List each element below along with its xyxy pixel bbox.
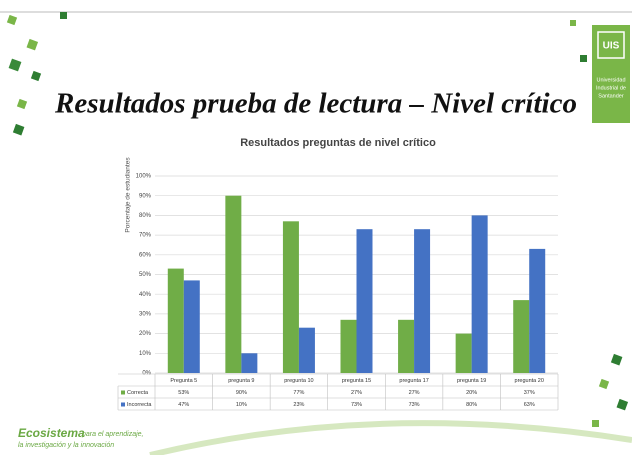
x-tick-label: pregunta 10 xyxy=(284,378,313,384)
footer-swoosh xyxy=(150,423,632,455)
table-value: 47% xyxy=(178,402,189,408)
table-value: 23% xyxy=(293,402,304,408)
y-tick-label: 90% xyxy=(139,193,152,199)
table-value: 27% xyxy=(409,390,420,396)
bar xyxy=(456,334,472,373)
table-value: 80% xyxy=(466,402,477,408)
y-tick-label: 20% xyxy=(139,331,152,337)
footer-text: para el aprendizaje, xyxy=(81,431,144,438)
legend-label: Incorrecta xyxy=(127,402,152,408)
y-tick-label: 100% xyxy=(136,174,152,180)
table-value: 27% xyxy=(351,390,362,396)
x-tick-label: pregunta 19 xyxy=(457,378,486,384)
table-value: 10% xyxy=(236,402,247,408)
table-value: 73% xyxy=(351,402,362,408)
logo-text: Universidad xyxy=(596,77,625,83)
bar xyxy=(472,215,488,373)
bar xyxy=(184,280,200,373)
y-tick-label: 80% xyxy=(139,213,152,219)
table-value: 90% xyxy=(236,390,247,396)
table-value: 77% xyxy=(293,390,304,396)
logo-mark: UIS xyxy=(603,41,620,52)
x-tick-label: pregunta 9 xyxy=(228,378,254,384)
bar xyxy=(341,320,357,373)
y-tick-label: 40% xyxy=(139,292,152,298)
legend-label: Correcta xyxy=(127,390,149,396)
y-tick-label: 60% xyxy=(139,252,152,258)
footer-text: la investigación y la innovación xyxy=(18,442,114,449)
bar xyxy=(283,221,299,373)
slide: UIS Universidad Industrial de Santander … xyxy=(0,0,632,455)
legend-swatch xyxy=(121,391,125,395)
bar xyxy=(398,320,414,373)
y-tick-label: 30% xyxy=(139,311,152,317)
chart-title: Resultados preguntas de nivel crítico xyxy=(240,137,436,149)
y-tick-label: 50% xyxy=(139,272,152,278)
footer-brand: Ecosistema xyxy=(18,426,85,440)
bar xyxy=(357,229,373,373)
legend-swatch xyxy=(121,403,125,407)
x-tick-label: pregunta 20 xyxy=(515,378,544,384)
y-tick-label: 10% xyxy=(139,351,152,357)
bar xyxy=(529,249,545,373)
y-tick-label: 70% xyxy=(139,233,152,239)
logo-text: Santander xyxy=(598,93,624,99)
bar xyxy=(241,353,257,373)
bar xyxy=(414,229,430,373)
x-tick-label: Pregunta 5 xyxy=(170,378,197,384)
table-value: 73% xyxy=(409,402,420,408)
bar xyxy=(168,269,184,373)
x-tick-label: pregunta 17 xyxy=(399,378,428,384)
bar xyxy=(225,196,241,373)
bar xyxy=(513,300,529,373)
table-value: 20% xyxy=(466,390,477,396)
table-value: 37% xyxy=(524,390,535,396)
x-tick-label: pregunta 15 xyxy=(342,378,371,384)
slide-title: Resultados prueba de lectura – Nivel crí… xyxy=(54,88,577,120)
y-axis-label: Porcentaje de estudiantes xyxy=(125,157,132,233)
table-value: 53% xyxy=(178,390,189,396)
logo-text: Industrial de xyxy=(596,85,626,91)
bar xyxy=(299,328,315,373)
table-value: 63% xyxy=(524,402,535,408)
y-tick-label: 0% xyxy=(142,371,151,377)
